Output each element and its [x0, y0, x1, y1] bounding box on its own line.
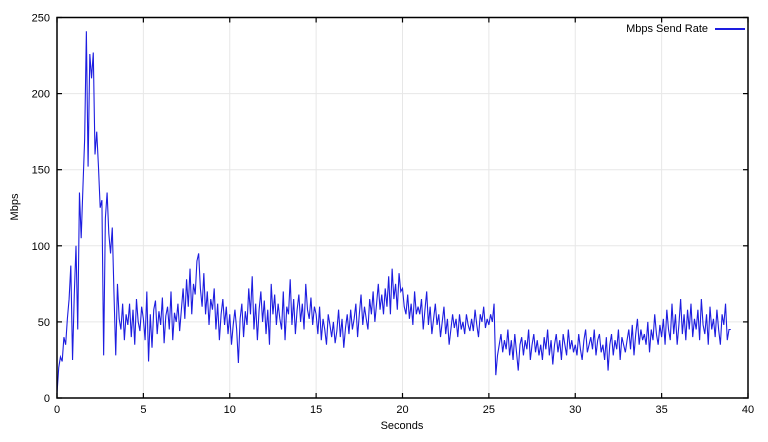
y-axis-title: Mbps — [9, 193, 21, 221]
legend-label: Mbps Send Rate — [626, 23, 708, 35]
y-tick-label: 100 — [32, 241, 50, 253]
x-tick-label: 25 — [483, 404, 495, 416]
x-tick-label: 40 — [742, 404, 754, 416]
x-tick-label: 5 — [140, 404, 146, 416]
y-tick-label: 150 — [32, 165, 50, 177]
x-axis-title: Seconds — [380, 420, 424, 432]
x-tick-label: 20 — [396, 404, 408, 416]
y-tick-label: 0 — [44, 393, 50, 405]
x-tick-label: 15 — [310, 404, 322, 416]
y-tick-label: 200 — [32, 89, 50, 101]
y-tick-label: 50 — [38, 317, 50, 329]
x-tick-label: 35 — [656, 404, 668, 416]
x-tick-label: 30 — [569, 404, 581, 416]
legend: Mbps Send Rate — [626, 23, 745, 35]
x-tick-label: 0 — [54, 404, 60, 416]
x-tick-label: 10 — [224, 404, 236, 416]
y-tick-label: 250 — [32, 13, 50, 25]
legend-line-sample — [715, 28, 745, 30]
data-series-line — [56, 31, 731, 394]
